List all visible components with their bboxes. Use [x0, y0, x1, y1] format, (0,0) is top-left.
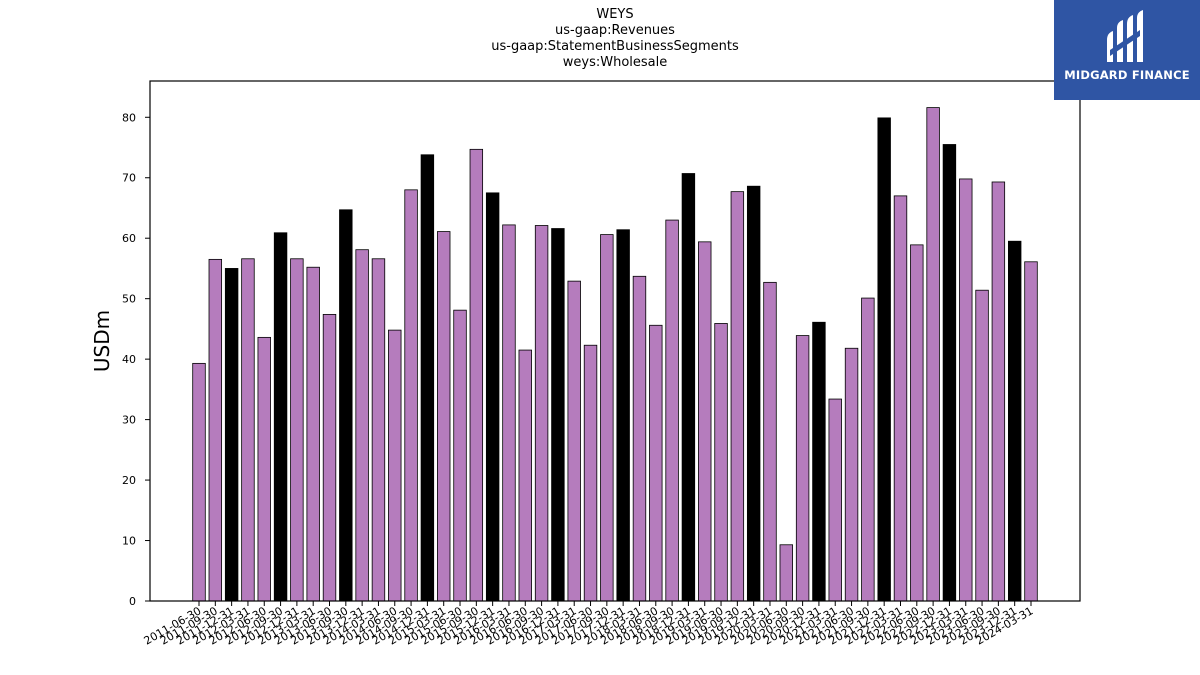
bar-2014-06-30 [388, 329, 402, 602]
bar-2021-03-31 [828, 398, 842, 602]
bar-2019-06-30 [714, 323, 728, 602]
bar-2014-03-31 [371, 258, 386, 602]
bar-2018-03-31 [632, 275, 647, 602]
bar-2014-09-30 [404, 189, 418, 602]
bar-2020-06-30 [779, 544, 793, 602]
brand-name: MIDGARD FINANCE [1064, 68, 1190, 82]
x-axis: 2011-06-302011-09-302011-12-312012-03-31… [142, 601, 1036, 648]
bar-2019-03-31 [698, 241, 712, 602]
bar-2022-03-31 [893, 195, 908, 602]
bar-2018-06-30 [649, 324, 663, 602]
bar-2015-03-31 [437, 231, 451, 602]
bar-2013-09-30 [339, 209, 353, 602]
chart-title-line-3: us-gaap:StatementBusinessSegments [491, 39, 739, 54]
bar-2017-12-31 [616, 229, 630, 602]
bar-2016-12-31 [551, 228, 565, 602]
chart-title-line-1: WEYS [596, 7, 634, 22]
bar-2020-03-31 [763, 281, 777, 602]
bar-2018-12-31 [681, 173, 696, 602]
bar-2012-09-30 [273, 232, 288, 602]
bar-2021-12-31 [877, 117, 891, 602]
bar-2011-12-31 [224, 268, 239, 602]
bar-2016-03-31 [502, 224, 516, 602]
y-tick-label-10: 10 [122, 535, 136, 548]
bar-2017-03-31 [567, 280, 581, 602]
bar-2023-09-30 [991, 181, 1006, 602]
y-tick-label-30: 30 [122, 414, 136, 427]
bar-2022-12-31 [942, 144, 957, 602]
y-tick-label-50: 50 [122, 293, 136, 306]
bar-2011-09-30 [208, 258, 223, 602]
bar-2021-06-30 [844, 347, 859, 602]
bar-2012-03-31 [241, 258, 255, 602]
bar-2012-06-30 [257, 336, 271, 602]
bar-2015-12-31 [485, 192, 500, 602]
bars-group [192, 107, 1038, 602]
y-tick-label-80: 80 [122, 111, 136, 124]
bar-2013-12-31 [355, 249, 369, 602]
bar-2023-12-31 [1007, 240, 1022, 602]
bar-2018-09-30 [665, 219, 679, 602]
y-tick-label-0: 0 [129, 595, 136, 608]
bar-2020-09-30 [795, 335, 810, 602]
bar-2015-06-30 [453, 309, 467, 602]
bar-2021-09-30 [861, 297, 875, 602]
y-tick-label-60: 60 [122, 232, 136, 245]
plot-frame [149, 80, 1081, 602]
y-axis-label: USDm [90, 310, 114, 372]
y-tick-label-20: 20 [122, 474, 136, 487]
bar-2012-12-31 [290, 258, 304, 602]
bar-2011-06-30 [192, 362, 206, 602]
bar-2013-06-30 [322, 313, 337, 602]
chart-title-line-2: us-gaap:Revenues [555, 23, 675, 38]
bar-2024-03-31 [1024, 261, 1038, 602]
bar-2020-12-31 [812, 321, 826, 602]
bar-2016-06-30 [518, 349, 532, 602]
y-tick-label-40: 40 [122, 353, 136, 366]
bar-2016-09-30 [534, 225, 549, 602]
bar-2017-06-30 [583, 344, 598, 602]
bar-2014-12-31 [420, 154, 435, 602]
y-tick-label-70: 70 [122, 172, 136, 185]
bar-2013-03-31 [306, 266, 320, 602]
brand-logo: MIDGARD FINANCE [1054, 0, 1200, 100]
bar-2019-09-30 [730, 191, 745, 602]
bar-2019-12-31 [746, 185, 761, 602]
chart-title-line-4: weys:Wholesale [562, 55, 668, 70]
bar-2022-06-30 [910, 244, 924, 602]
bar-2015-09-30 [469, 148, 484, 602]
bar-2017-09-30 [600, 234, 614, 602]
midgard-logo-icon [1107, 10, 1143, 62]
bar-2023-03-31 [959, 178, 973, 602]
y-axis: 0 10 20 30 40 50 60 70 80 [122, 111, 150, 608]
bar-2022-09-30 [926, 107, 940, 602]
bar-2023-06-30 [975, 289, 989, 602]
